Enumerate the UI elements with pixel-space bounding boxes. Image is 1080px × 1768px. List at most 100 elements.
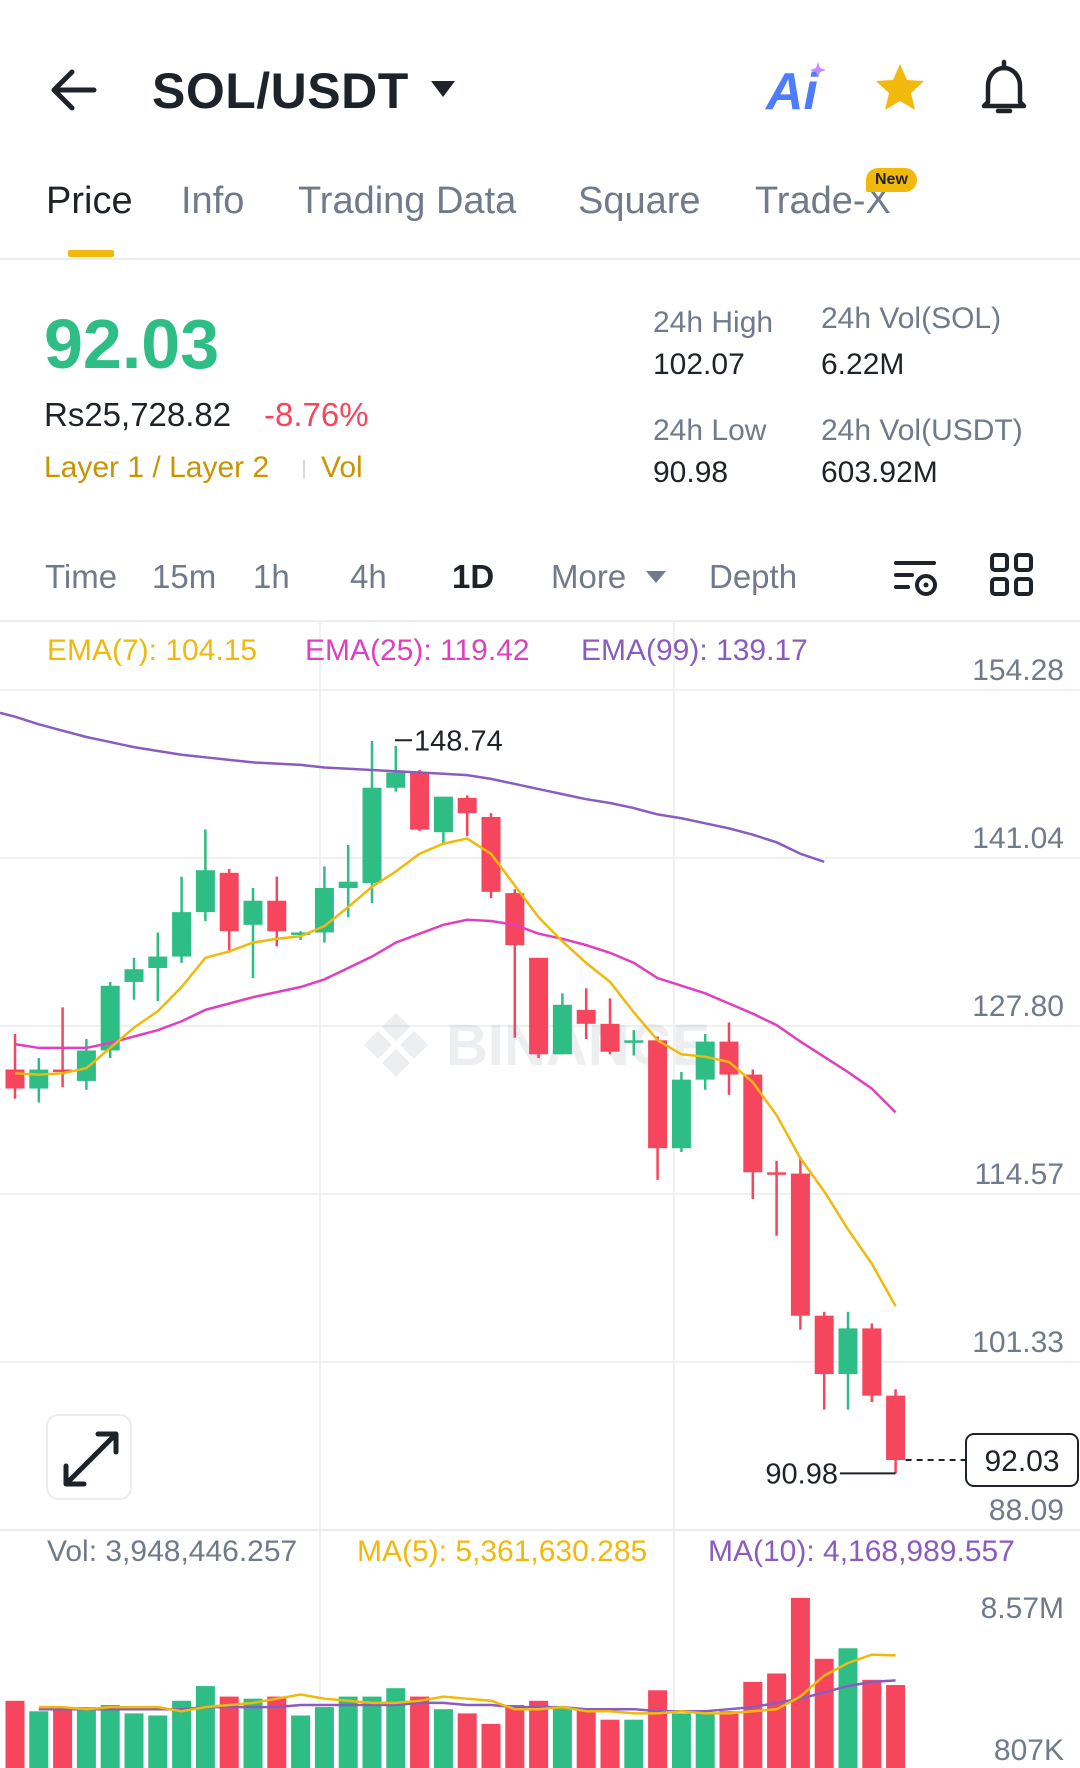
candle-body bbox=[29, 1069, 49, 1089]
divider bbox=[0, 620, 1080, 622]
indicator-settings-icon[interactable] bbox=[894, 555, 940, 601]
caret-down-icon[interactable] bbox=[430, 80, 456, 98]
volume-bar bbox=[743, 1681, 763, 1768]
volume-bar bbox=[790, 1597, 810, 1768]
fullscreen-expand-button[interactable] bbox=[46, 1414, 132, 1500]
volume-bar bbox=[576, 1709, 596, 1768]
price-tick-label: 114.57 bbox=[974, 1158, 1064, 1191]
candle-body bbox=[457, 797, 477, 814]
volume-bar bbox=[362, 1696, 382, 1768]
bell-icon[interactable] bbox=[976, 58, 1032, 118]
price-axis: 154.28 141.04 127.80 114.57 101.33 88.09 bbox=[972, 654, 1064, 1527]
high-marker-label: 148.74 bbox=[414, 725, 503, 757]
interval-time[interactable]: Time bbox=[45, 558, 118, 595]
ema-lines bbox=[0, 711, 897, 1307]
new-badge: New bbox=[866, 168, 917, 192]
ma5-label: MA(5): 5,361,630.285 bbox=[357, 1535, 648, 1568]
candle-body bbox=[767, 1172, 787, 1175]
volume-bar bbox=[648, 1690, 668, 1768]
tab-trading-data[interactable]: Trading Data bbox=[298, 180, 517, 222]
price-tick-label: 154.28 bbox=[972, 654, 1064, 687]
volume-bar bbox=[172, 1700, 192, 1768]
current-price-box bbox=[965, 1432, 1079, 1487]
layout-grid-icon[interactable] bbox=[990, 553, 1034, 597]
volume-bar bbox=[124, 1713, 144, 1768]
candle-body bbox=[172, 912, 192, 957]
current-price-label: 92.03 bbox=[984, 1445, 1059, 1478]
volume-axis: 8.57M 807K bbox=[981, 1592, 1064, 1767]
volume-tick-label: 8.57M bbox=[981, 1592, 1064, 1625]
ai-icon[interactable]: Ai bbox=[766, 63, 818, 121]
low-marker-label: 90.98 bbox=[765, 1458, 838, 1490]
volume-bar bbox=[505, 1704, 525, 1768]
volume-bar bbox=[100, 1704, 120, 1768]
ema25-label: EMA(25): 119.42 bbox=[305, 634, 530, 667]
ema99-label: EMA(99): 139.17 bbox=[581, 634, 808, 667]
ma10-line bbox=[38, 1679, 896, 1713]
volume-bar bbox=[886, 1685, 906, 1768]
tag-vol[interactable]: Vol bbox=[321, 451, 363, 484]
candle-body bbox=[624, 1040, 644, 1043]
tag-layer[interactable]: Layer 1 / Layer 2 bbox=[44, 451, 270, 484]
price-change: -8.76% bbox=[264, 396, 369, 433]
tab-price[interactable]: Price bbox=[46, 180, 133, 222]
interval-depth[interactable]: Depth bbox=[709, 558, 798, 595]
high-value: 102.07 bbox=[653, 348, 745, 381]
candle-body bbox=[838, 1328, 858, 1375]
volume-bar bbox=[671, 1713, 691, 1768]
tab-square[interactable]: Square bbox=[578, 180, 701, 222]
candle-body bbox=[5, 1069, 25, 1089]
star-icon[interactable] bbox=[872, 60, 928, 116]
volume-bar bbox=[76, 1707, 96, 1768]
last-price: 92.03 bbox=[44, 305, 220, 383]
candle-body bbox=[124, 969, 144, 982]
ema99-line bbox=[0, 711, 825, 863]
candle-body bbox=[100, 985, 120, 1051]
fiat-price: Rs25,728.82 bbox=[44, 396, 232, 433]
candle-body bbox=[433, 796, 453, 833]
pair-title[interactable]: SOL/USDT bbox=[152, 63, 409, 119]
volume-bar bbox=[838, 1648, 858, 1768]
volume-bar bbox=[386, 1688, 406, 1768]
price-tick-label: 127.80 bbox=[972, 990, 1064, 1023]
price-tick-label: 88.09 bbox=[989, 1494, 1064, 1527]
candle-body bbox=[648, 1040, 668, 1149]
volume-bar bbox=[719, 1711, 739, 1768]
high-label: 24h High bbox=[653, 306, 774, 339]
candle-body bbox=[695, 1041, 715, 1080]
vol-sol-label: 24h Vol(SOL) bbox=[821, 302, 1002, 335]
sparkle-icon bbox=[810, 62, 826, 78]
candle-body bbox=[600, 1023, 620, 1052]
volume-bar bbox=[767, 1673, 787, 1768]
back-arrow-icon[interactable] bbox=[46, 62, 102, 118]
candle-body bbox=[338, 881, 358, 889]
interval-more[interactable]: More bbox=[551, 558, 627, 595]
more-caret-icon[interactable] bbox=[645, 570, 667, 584]
volume-bars bbox=[5, 1597, 906, 1768]
candle-body bbox=[148, 956, 168, 968]
volume-bar bbox=[291, 1715, 311, 1768]
candle-body bbox=[886, 1395, 906, 1460]
low-value: 90.98 bbox=[653, 456, 729, 489]
price-tick-label: 101.33 bbox=[972, 1326, 1064, 1359]
interval-1d[interactable]: 1D bbox=[452, 558, 495, 595]
ma5-line bbox=[38, 1653, 896, 1715]
volume-bar bbox=[410, 1696, 430, 1768]
candle-body bbox=[386, 772, 406, 788]
tab-info[interactable]: Info bbox=[181, 180, 245, 222]
candle-body bbox=[410, 772, 430, 830]
price-tick-label: 141.04 bbox=[972, 822, 1064, 855]
interval-4h[interactable]: 4h bbox=[350, 558, 387, 595]
volume-tick-label: 807K bbox=[994, 1734, 1064, 1767]
vol-usdt-label: 24h Vol(USDT) bbox=[821, 414, 1023, 447]
candle-body bbox=[814, 1315, 834, 1375]
candle-body bbox=[362, 787, 382, 883]
interval-1h[interactable]: 1h bbox=[253, 558, 290, 595]
ema25-line bbox=[14, 918, 897, 1114]
volume-bar bbox=[552, 1707, 572, 1768]
candle-body bbox=[267, 900, 287, 932]
candlestick-chart[interactable]: BINANCE 154.28141.04127.80114.57101.3388… bbox=[0, 620, 1080, 1768]
candle-body bbox=[862, 1328, 882, 1396]
interval-15m[interactable]: 15m bbox=[152, 558, 217, 595]
candle-body bbox=[53, 1069, 73, 1073]
